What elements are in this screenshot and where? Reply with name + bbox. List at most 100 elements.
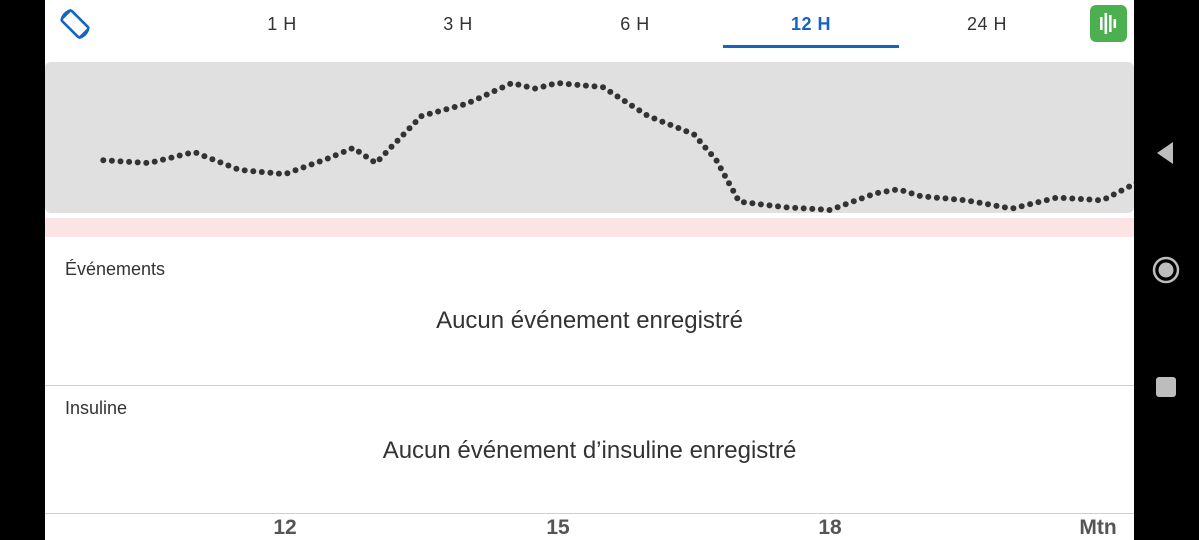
- glucose-reading-dot: [507, 80, 514, 87]
- tab-12h[interactable]: 12 H: [790, 14, 832, 34]
- glucose-reading-dot: [721, 172, 728, 179]
- glucose-reading-dot: [993, 202, 1000, 209]
- glucose-reading-dot: [951, 196, 957, 203]
- glucose-reading-dot: [708, 151, 715, 158]
- app-screen: 1 H 3 H 6 H 12 H 24 H Événements Aucun é…: [45, 0, 1134, 540]
- glucose-reading-dot: [809, 205, 816, 212]
- glucose-reading-dot: [621, 98, 628, 105]
- home-button[interactable]: [1151, 255, 1181, 290]
- glucose-reading-dot: [730, 187, 737, 194]
- glucose-reading-dot: [834, 204, 841, 211]
- glucose-reading-dot: [766, 202, 773, 209]
- glucose-reading-dot: [817, 206, 824, 213]
- glucose-reading-dot: [866, 192, 873, 199]
- glucose-reading-dot: [850, 198, 857, 205]
- glucose-reading-dot: [1043, 197, 1050, 204]
- glucose-reading-dot: [691, 131, 698, 138]
- glucose-reading-dot: [376, 156, 383, 163]
- home-circle-icon: [1152, 256, 1180, 284]
- glucose-reading-dot: [418, 113, 425, 120]
- glucose-reading-dot: [883, 188, 890, 195]
- glucose-reading-dot: [400, 131, 407, 138]
- screen-rotation-icon: [60, 8, 90, 40]
- tab-1h[interactable]: 1 H: [267, 14, 297, 34]
- glucose-reading-dot: [1035, 199, 1042, 206]
- glucose-reading-dot: [1027, 201, 1034, 208]
- glucose-chart-svg: [45, 62, 1134, 237]
- recents-button[interactable]: [1155, 376, 1177, 403]
- glucose-reading-dot: [726, 180, 732, 187]
- glucose-reading-dot: [523, 83, 530, 90]
- glucose-reading-dot: [168, 154, 175, 161]
- chart-separator: [45, 213, 1134, 218]
- glucose-reading-dot: [968, 198, 975, 205]
- glucose-reading-dot: [892, 186, 898, 193]
- glucose-reading-dot: [284, 170, 291, 177]
- glucose-reading-dot: [667, 121, 674, 128]
- x-tick-label: 18: [818, 516, 842, 539]
- back-triangle-icon: [1157, 142, 1173, 164]
- low-range-band: [45, 218, 1134, 237]
- stats-button[interactable]: [1090, 5, 1127, 42]
- glucose-reading-dot: [308, 161, 315, 168]
- glucose-reading-dot: [651, 115, 658, 122]
- glucose-reading-dot: [382, 150, 389, 156]
- glucose-reading-dot: [370, 158, 377, 165]
- glucose-reading-dot: [451, 104, 458, 110]
- glucose-reading-dot: [340, 148, 347, 155]
- glucose-reading-dot: [201, 153, 208, 160]
- glucose-reading-dot: [193, 149, 200, 156]
- glucose-reading-dot: [582, 82, 589, 89]
- tab-3h[interactable]: 3 H: [443, 14, 473, 34]
- glucose-reading-dot: [713, 157, 720, 164]
- glucose-reading-dot: [783, 204, 790, 211]
- glucose-reading-dot: [491, 88, 498, 94]
- glucose-reading-dot: [108, 157, 115, 164]
- glucose-reading-dot: [435, 108, 442, 115]
- insulin-section: Insuline Aucun événement d’insuline enre…: [45, 385, 1134, 514]
- glucose-reading-dot: [757, 201, 764, 208]
- glucose-reading-dot: [151, 158, 158, 165]
- glucose-reading-dot: [875, 189, 882, 196]
- glucose-reading-dot: [532, 85, 539, 92]
- glucose-reading-dot: [1118, 187, 1125, 194]
- glucose-reading-dot: [468, 98, 474, 105]
- glucose-reading-dot: [388, 143, 395, 150]
- glucose-reading-dot: [740, 199, 747, 206]
- glucose-reading-dot: [942, 195, 949, 202]
- glucose-reading-dot: [916, 192, 923, 199]
- tab-24h[interactable]: 24 H: [966, 14, 1008, 34]
- screen-rotation-button[interactable]: [57, 6, 93, 42]
- glucose-reading-dot: [959, 197, 966, 203]
- glucose-reading-dot: [1052, 195, 1059, 201]
- glucose-reading-dot: [734, 195, 741, 202]
- glucose-reading-dot: [185, 150, 192, 157]
- glucose-reading-dot: [600, 84, 606, 91]
- back-button[interactable]: [1151, 138, 1181, 173]
- glucose-reading-dot: [548, 81, 555, 88]
- glucose-reading-dot: [775, 203, 781, 210]
- glucose-reading-dot: [394, 137, 401, 144]
- glucose-reading-dot: [406, 125, 413, 132]
- insulin-empty-message: Aucun événement d’insuline enregistré: [382, 437, 797, 464]
- left-system-bar: [0, 0, 45, 540]
- glucose-reading-dot: [900, 187, 907, 194]
- glucose-reading-dot: [426, 110, 433, 117]
- glucose-reading-dot: [933, 194, 940, 201]
- glucose-reading-dot: [826, 207, 833, 213]
- glucose-reading-dot: [217, 159, 224, 166]
- events-empty-message: Aucun événement enregistré: [436, 307, 743, 334]
- glucose-reading-dot: [241, 167, 248, 174]
- glucose-reading-dot: [565, 81, 572, 88]
- glucose-reading-dot: [209, 156, 216, 163]
- glucose-reading-dot: [1103, 195, 1110, 202]
- glucose-reading-dot: [1110, 191, 1117, 198]
- time-axis: 12 15 18 Mtn: [45, 513, 1134, 540]
- glucose-reading-dot: [300, 164, 307, 171]
- glucose-reading-dot: [1077, 196, 1084, 202]
- tab-6h[interactable]: 6 H: [620, 14, 650, 34]
- glucose-reading-dot: [607, 88, 614, 95]
- glucose-reading-dot: [348, 145, 355, 152]
- glucose-reading-dot: [267, 169, 274, 176]
- glucose-reading-dot: [363, 153, 369, 160]
